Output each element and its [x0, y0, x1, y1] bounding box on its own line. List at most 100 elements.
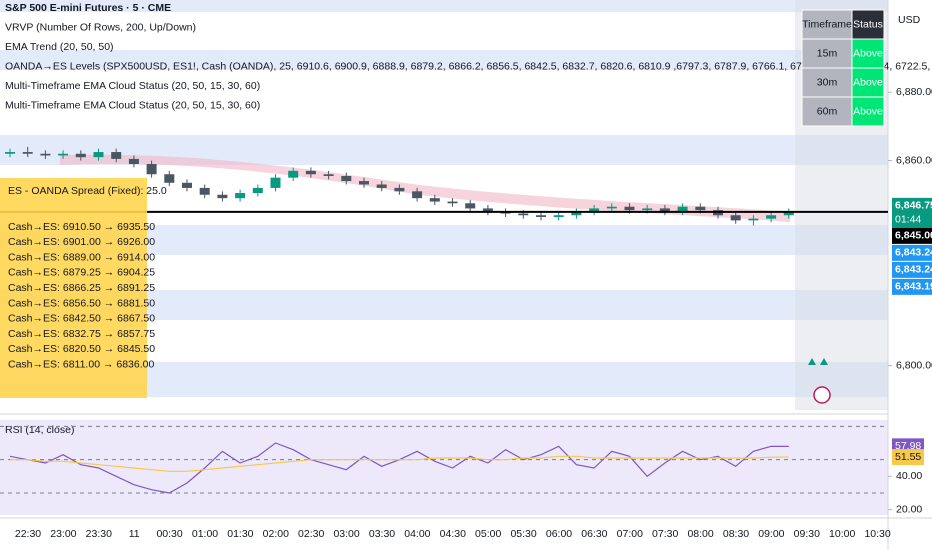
spread-line: Cash→ES: 6901.00 → 6926.00: [8, 236, 155, 248]
table-cell-text: Above: [853, 105, 883, 117]
x-tick-label: 11: [129, 528, 140, 540]
candle-body: [412, 191, 423, 199]
table-cell: [851, 67, 885, 98]
ema-cloud: [60, 154, 790, 222]
table-cell-text: Above: [853, 76, 883, 88]
spread-title: ES - OANDA Spread (Fixed): 25.0: [8, 185, 167, 197]
candle-body: [571, 211, 582, 216]
x-tick-label: 04:00: [404, 528, 430, 540]
price-marker-label: 6,845.00: [895, 230, 932, 242]
candle-body: [606, 206, 617, 209]
x-tick-label: 05:00: [475, 528, 501, 540]
candle-body: [447, 201, 458, 204]
table-cell: [801, 67, 853, 98]
spread-line: Cash→ES: 6811.00 → 6836.00: [8, 358, 154, 370]
candle-body: [270, 177, 281, 188]
candle-body: [235, 193, 246, 199]
alert-icon: [813, 386, 831, 404]
candle-body: [182, 182, 192, 188]
table-header: Status: [853, 18, 883, 30]
candle-body: [199, 187, 210, 195]
signal-arrow: [808, 358, 828, 365]
candle-body: [748, 218, 759, 221]
x-tick-label: 07:00: [617, 528, 643, 540]
x-tick-label: 02:00: [263, 528, 289, 540]
candle-body: [553, 215, 564, 217]
candle-body: [40, 153, 51, 156]
rsi-line: [10, 455, 789, 472]
candle-body: [288, 170, 299, 178]
x-tick-label: 08:30: [723, 528, 749, 540]
legend-line: VRVP (Number Of Rows, 200, Up/Down): [5, 21, 196, 33]
x-tick-label: 10:30: [864, 528, 890, 540]
x-tick-label: 00:30: [156, 528, 182, 540]
x-tick-label: 09:30: [794, 528, 820, 540]
candle-body: [5, 152, 15, 154]
x-tick-label: 05:30: [510, 528, 536, 540]
candle-body: [164, 174, 175, 183]
candle-body: [341, 175, 352, 182]
candle-body: [305, 170, 316, 175]
x-tick-label: 04:30: [440, 528, 466, 540]
x-tick-label: 22:30: [15, 528, 41, 540]
candle-body: [730, 215, 741, 221]
candle-body: [93, 152, 104, 158]
x-tick-label: 01:00: [192, 528, 218, 540]
legend-line: Multi-Timeframe EMA Cloud Status (20, 50…: [5, 80, 260, 92]
table-cell-text: 30m: [817, 76, 838, 88]
legend-line: EMA Trend (20, 50, 50): [5, 41, 114, 53]
candle-body: [659, 208, 670, 212]
candle-body: [695, 206, 706, 211]
price-marker-label: 6,843.24: [895, 264, 932, 276]
candle-body: [376, 184, 387, 188]
price-marker-label: 6,843.19: [895, 281, 932, 293]
legend-line: S&P 500 E-mini Futures · 5 · CME: [5, 2, 171, 14]
spread-line: Cash→ES: 6866.25 → 6891.25: [8, 282, 155, 294]
rsi-value-label: 51.55: [895, 451, 921, 463]
x-tick-label: 06:00: [546, 528, 572, 540]
candle-body: [128, 158, 139, 164]
y-tick-label: 40.00: [896, 470, 922, 482]
x-tick-label: 07:30: [652, 528, 678, 540]
y-tick-label: 6,860.00: [896, 154, 932, 166]
x-tick-label: 02:30: [298, 528, 324, 540]
spread-line: Cash→ES: 6842.50 → 6867.50: [8, 313, 155, 325]
table-cell-text: 15m: [817, 47, 838, 59]
candle-body: [217, 194, 228, 199]
y-tick-label: 6,880.00: [896, 86, 932, 98]
candle-body: [323, 174, 334, 176]
x-tick-label: 23:30: [86, 528, 112, 540]
y-tick-label: 20.00: [896, 503, 922, 515]
candle-body: [75, 153, 86, 158]
x-tick-label: 06:30: [581, 528, 607, 540]
price-marker: [892, 261, 932, 278]
candle-body: [677, 206, 688, 212]
spread-line: Cash→ES: 6889.00 → 6914.00: [8, 251, 155, 263]
candle-body: [111, 152, 122, 159]
spread-line: Cash→ES: 6832.75 → 6857.75: [8, 328, 155, 340]
candle-body: [429, 198, 440, 202]
table-cell: [851, 96, 885, 127]
x-tick-label: 03:00: [333, 528, 359, 540]
table-cell-text: Above: [853, 47, 883, 59]
table-cell-text: 60m: [817, 105, 838, 117]
rsi-title: RSI (14, close): [5, 424, 74, 436]
legend-line: Multi-Timeframe EMA Cloud Status (20, 50…: [5, 99, 260, 111]
candle-body: [536, 215, 546, 217]
table-header: Timeframe: [802, 18, 852, 30]
table-header-cell: [801, 9, 853, 40]
candle-body: [359, 181, 369, 185]
legend-line: OANDA→ES Levels (SPX500USD, ES1!, Cash (…: [5, 60, 932, 72]
candle-body: [783, 211, 794, 216]
price-marker-label: 6,843.24: [895, 247, 932, 259]
candle-body: [482, 208, 493, 212]
spread-line: Cash→ES: 6879.25 → 6904.25: [8, 267, 155, 279]
x-tick-label: 03:30: [369, 528, 395, 540]
candle-body: [465, 203, 476, 209]
candle-body: [624, 206, 635, 211]
candle-body: [146, 164, 157, 175]
spread-line: Cash→ES: 6820.50 → 6845.50: [8, 343, 155, 355]
candle-body: [22, 152, 33, 154]
candle-body: [766, 215, 777, 219]
